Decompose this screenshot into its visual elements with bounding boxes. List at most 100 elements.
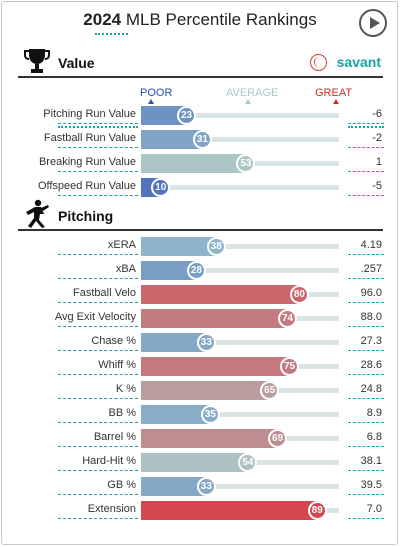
row-divider (348, 494, 384, 495)
row-divider (348, 278, 384, 279)
row-divider (58, 147, 138, 148)
metric-row[interactable]: BB % 35 8.9 (0, 402, 400, 426)
metric-name: Fastball Run Value (43, 132, 136, 144)
metric-row[interactable]: Offspeed Run Value 10 -5 (0, 175, 400, 199)
row-divider (58, 518, 138, 519)
page-title: 2024 MLB Percentile Rankings (0, 10, 400, 30)
row-divider (348, 446, 384, 447)
pitcher-icon (26, 199, 49, 228)
row-divider (348, 470, 384, 471)
metric-value: 39.5 (360, 479, 382, 491)
metric-row[interactable]: xBA 28 .257 (0, 258, 400, 282)
metric-value: 88.0 (360, 311, 382, 323)
metric-value: 38.1 (360, 455, 382, 467)
row-divider (348, 374, 384, 375)
metric-value: -5 (372, 180, 382, 192)
metric-name: Hard-Hit % (82, 455, 136, 467)
percentile-badge: 53 (236, 154, 256, 173)
section-header-value: Value savant (18, 46, 383, 78)
metric-value: -6 (372, 108, 382, 120)
row-divider (348, 422, 384, 423)
metric-row[interactable]: Extension 89 7.0 (0, 498, 400, 522)
percentile-bar (141, 381, 270, 400)
metric-row[interactable]: Breaking Run Value 53 1 (0, 151, 400, 175)
metric-row[interactable]: GB % 33 39.5 (0, 474, 400, 498)
percentile-badge: 33 (196, 333, 216, 352)
metric-name: xBA (115, 263, 136, 275)
metric-value: 24.8 (360, 383, 382, 395)
percentile-track (141, 137, 339, 142)
metric-value: 8.9 (366, 407, 382, 419)
great-marker-icon (333, 99, 339, 104)
percentile-bar (141, 477, 207, 496)
scale-average-label: AVERAGE (226, 87, 279, 99)
metric-name: xERA (107, 239, 136, 251)
metric-name: Fastball Velo (73, 287, 136, 299)
percentile-bar (141, 237, 217, 256)
metric-row[interactable]: Avg Exit Velocity 74 88.0 (0, 306, 400, 330)
section-header-pitching: Pitching (18, 199, 383, 231)
percentile-bar (141, 453, 248, 472)
metric-row[interactable]: Whiff % 75 28.6 (0, 354, 400, 378)
scale-great-label: GREAT (315, 87, 353, 99)
row-divider (348, 326, 384, 327)
section-divider (18, 229, 383, 231)
row-divider (348, 254, 384, 255)
highlight-dash-right (348, 126, 384, 128)
metric-row[interactable]: Fastball Run Value 31 -2 (0, 127, 400, 151)
metric-value: 28.6 (360, 359, 382, 371)
section-title: Value (58, 55, 95, 71)
metric-row[interactable]: Chase % 33 27.3 (0, 330, 400, 354)
metric-name: Barrel % (93, 431, 136, 443)
metric-row[interactable]: K % 65 24.8 (0, 378, 400, 402)
average-marker-icon (245, 99, 251, 104)
row-divider (348, 518, 384, 519)
row-divider (348, 123, 384, 124)
metric-name: GB % (107, 479, 136, 491)
row-divider (348, 302, 384, 303)
row-divider (58, 494, 138, 495)
row-divider (58, 195, 138, 196)
percentile-badge: 33 (196, 477, 216, 496)
section-title: Pitching (58, 208, 114, 224)
metric-row[interactable]: Fastball Velo 80 96.0 (0, 282, 400, 306)
percentile-badge: 28 (186, 261, 206, 280)
metric-row[interactable]: Barrel % 69 6.8 (0, 426, 400, 450)
metric-value: 7.0 (366, 503, 382, 515)
percentile-track (141, 484, 339, 489)
metric-value: 27.3 (360, 335, 382, 347)
savant-logo[interactable]: savant (336, 54, 381, 70)
row-divider (58, 302, 138, 303)
percentile-bar (141, 130, 203, 149)
percentile-track (141, 244, 339, 249)
percentile-track (141, 185, 339, 190)
metric-row[interactable]: Pitching Run Value 23 -6 (0, 103, 400, 127)
percentile-bar (141, 405, 211, 424)
highlight-dash-left (58, 126, 138, 128)
percentile-bar (141, 333, 207, 352)
scale-poor-label: POOR (140, 87, 173, 99)
row-divider (348, 171, 384, 172)
metric-name: Extension (87, 503, 136, 515)
percentile-bar (141, 285, 300, 304)
metric-row[interactable]: xERA 38 4.19 (0, 234, 400, 258)
percentile-badge: 38 (206, 237, 226, 256)
metric-name: BB % (108, 407, 136, 419)
percentile-badge: 54 (238, 453, 258, 472)
percentile-track (141, 113, 339, 118)
row-divider (58, 446, 138, 447)
metric-row[interactable]: Hard-Hit % 54 38.1 (0, 450, 400, 474)
row-divider (58, 326, 138, 327)
percentile-bar (141, 501, 318, 520)
row-divider (58, 254, 138, 255)
poor-marker-icon (148, 99, 154, 104)
row-divider (58, 422, 138, 423)
title-text: MLB Percentile Rankings (125, 10, 317, 29)
metric-value: 96.0 (360, 287, 382, 299)
percentile-track (141, 412, 339, 417)
row-divider (58, 278, 138, 279)
metric-value: .257 (360, 263, 382, 275)
metric-value: 1 (375, 156, 382, 168)
percentile-badge: 65 (260, 381, 280, 400)
play-button[interactable] (359, 9, 387, 37)
